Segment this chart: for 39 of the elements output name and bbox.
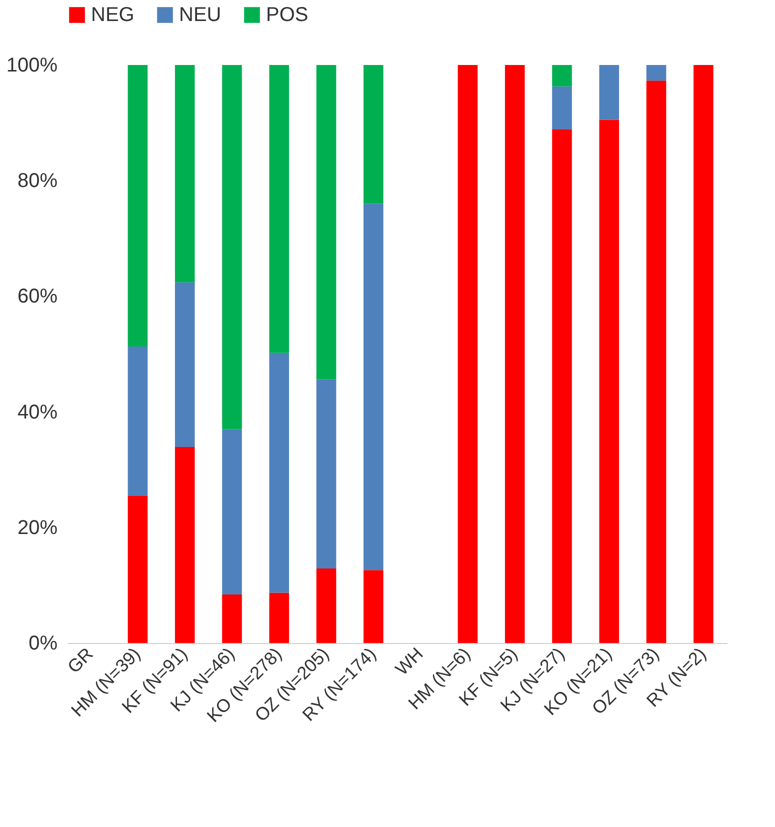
bar [599,120,620,643]
bar [222,594,242,643]
y-tick-label: 80% [17,170,58,192]
y-tick-label: 60% [17,286,58,308]
bar [128,65,148,346]
bar [316,568,336,643]
legend-label: NEU [179,4,222,26]
bar [174,447,195,643]
bar [552,86,572,130]
bar [174,65,195,282]
bar [599,65,620,120]
bar [458,65,478,643]
bar [364,204,384,570]
bar [174,282,195,448]
x-tick-label: GR [64,644,97,677]
legend-label: POS [266,4,308,26]
bar [269,65,290,353]
y-tick-label: 0% [28,632,58,654]
bar [646,65,666,81]
bar [364,65,384,204]
legend-label: NEG [91,4,134,26]
bar [316,65,336,380]
bar [552,129,572,643]
y-tick-label: 100% [6,54,58,76]
bar [128,496,148,643]
bar [316,379,336,568]
bar [694,65,714,643]
bar [128,346,148,496]
bar [552,65,572,86]
x-tick-label: WH [392,644,427,680]
y-tick-label: 40% [17,401,58,424]
bar [364,570,384,643]
y-tick-label: 20% [17,516,58,539]
bar [269,592,290,643]
bar [222,65,242,430]
bar [222,429,242,594]
bar [504,65,525,643]
bar [646,80,666,643]
bar [269,352,290,593]
